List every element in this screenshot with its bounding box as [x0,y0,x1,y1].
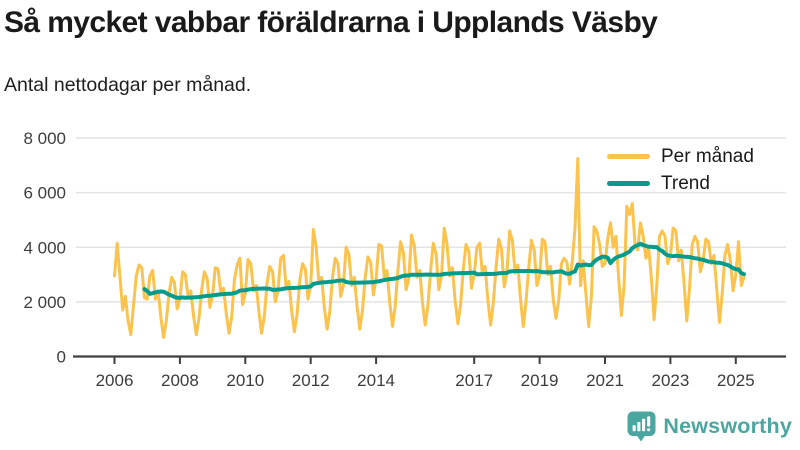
trend-line-swatch [607,181,650,186]
per-month-line-swatch [607,154,650,159]
x-tick-label: 2012 [292,371,330,390]
x-tick-label: 2017 [455,371,493,390]
legend-label-trend: Trend [661,173,710,194]
x-tick-label: 2021 [586,371,624,390]
legend-item-trend: Trend [607,170,754,197]
page-title: Så mycket vabbar föräldrarna i Upplands … [4,6,658,39]
x-tick-label: 2008 [161,371,199,390]
trend-line [142,241,746,300]
legend-item-per-manad: Per månad [607,143,754,170]
x-tick-label: 2019 [521,371,559,390]
legend-label-per-manad: Per månad [661,146,754,167]
chart-subtitle: Antal nettodagar per månad. [4,74,252,96]
chart-legend: Per månad Trend [607,143,754,197]
bar-chart-speech-bubble-icon [627,411,656,442]
x-tick-label: 2023 [651,371,689,390]
x-tick-label: 2006 [96,371,134,390]
x-tick-label: 2010 [226,371,264,390]
newsworthy-logo: Newsworthy [627,411,792,442]
per-month-line [113,157,746,339]
y-tick-label: 6 000 [23,184,66,203]
y-tick-label: 0 [57,348,66,367]
y-tick-label: 2 000 [23,293,66,312]
y-tick-label: 8 000 [23,129,66,148]
x-tick-label: 2014 [357,371,395,390]
brand-name: Newsworthy [663,414,792,438]
y-tick-label: 4 000 [23,238,66,257]
x-tick-label: 2025 [717,371,755,390]
